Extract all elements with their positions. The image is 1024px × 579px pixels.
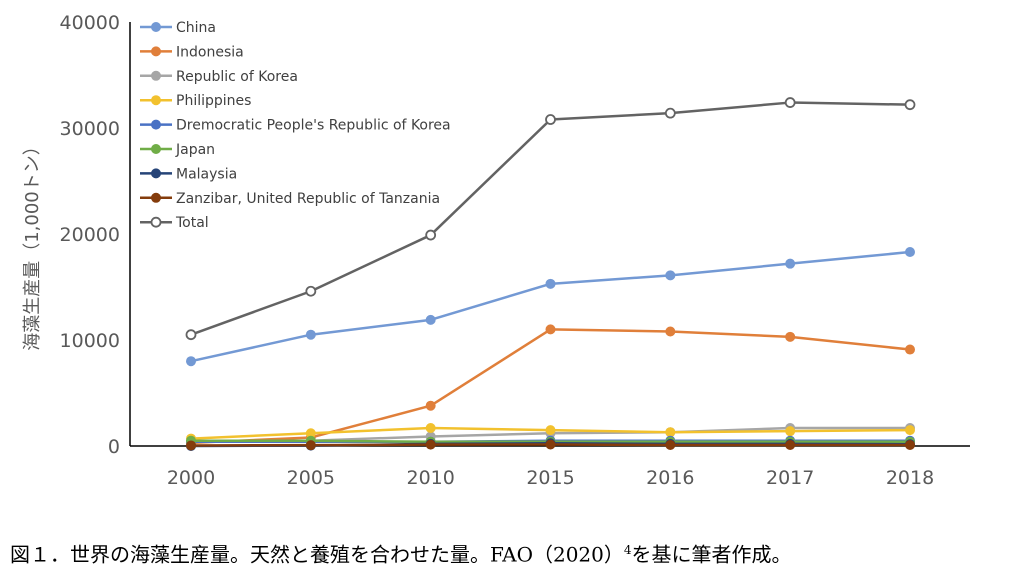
data-point: [905, 439, 915, 450]
data-point: [905, 247, 915, 258]
x-tick-label: 2000: [167, 467, 215, 489]
legend-label: Japan: [175, 142, 215, 158]
legend-swatch-marker: [151, 119, 161, 130]
legend-entry: Philippines: [140, 93, 251, 109]
legend-swatch-marker: [150, 216, 162, 228]
legend-label: Philippines: [176, 93, 251, 109]
legend-entry: Japan: [140, 142, 215, 158]
data-point: [665, 427, 676, 438]
data-point: [905, 425, 915, 436]
y-axis-label: 海藻生産量（1,000トン）: [22, 137, 43, 351]
legend-entry: Dremocratic People's Republic of Korea: [140, 118, 451, 134]
y-tick-labels: 0 10000 20000 30000 40000: [60, 12, 120, 458]
data-point: [425, 314, 436, 325]
data-point: [785, 426, 796, 437]
legend-entry: Total: [140, 215, 209, 231]
legend-swatch-marker: [151, 95, 161, 106]
data-point: [545, 439, 556, 450]
x-tick-label: 2017: [766, 467, 814, 489]
data-point: [425, 439, 436, 450]
y-tick-label: 0: [108, 436, 120, 458]
data-point: [305, 329, 316, 340]
legend-swatch-marker: [151, 46, 161, 57]
data-point: [904, 99, 916, 111]
x-tick-label: 2005: [287, 467, 335, 489]
legend-swatch-marker: [151, 168, 161, 179]
x-tick-label: 2010: [406, 467, 454, 489]
legend-entry: Zanzibar, United Republic of Tanzania: [140, 191, 440, 207]
data-point: [664, 107, 676, 119]
legend-label: China: [176, 20, 216, 36]
data-point: [425, 400, 436, 411]
legend-label: Zanzibar, United Republic of Tanzania: [176, 191, 440, 207]
data-point: [425, 422, 436, 433]
data-point: [665, 439, 676, 450]
series-line: [190, 250, 911, 363]
data-point: [545, 278, 556, 289]
caption-text: 図１．世界の海藻生産量。天然と養殖を合わせた量。FAO（2020）: [10, 542, 624, 567]
data-point: [785, 258, 796, 269]
data-point: [905, 344, 915, 355]
x-tick-label: 2015: [526, 467, 574, 489]
legend-label: Malaysia: [176, 166, 237, 182]
legend: China Indonesia Republic of Korea Philippin…: [140, 20, 451, 231]
figure-caption: 図１．世界の海藻生産量。天然と養殖を合わせた量。FAO（2020）4を基に筆者作…: [10, 535, 1020, 570]
data-point: [665, 270, 676, 281]
y-tick-label: 30000: [60, 118, 120, 140]
data-point: [545, 425, 556, 436]
data-point: [665, 326, 676, 337]
series-line: [190, 101, 911, 336]
y-tick-label: 40000: [60, 12, 120, 34]
series: [186, 439, 915, 451]
series-lines: [185, 97, 916, 451]
data-point: [545, 324, 556, 335]
x-tick-label: 2016: [646, 467, 694, 489]
y-tick-label: 10000: [60, 330, 120, 352]
data-point: [185, 329, 197, 341]
data-point: [425, 229, 437, 241]
legend-entry: China: [140, 20, 216, 36]
legend-label: Republic of Korea: [176, 69, 298, 85]
caption-reference-number: 4: [623, 543, 632, 557]
data-point: [784, 97, 796, 108]
data-point: [305, 440, 316, 451]
data-point: [186, 440, 196, 451]
x-tick-labels: 2000 2005 2010 2015 2016 2017 2018: [167, 467, 934, 489]
caption-tail: を基に筆者作成。: [631, 542, 792, 567]
series: [186, 247, 915, 367]
legend-label: Indonesia: [176, 44, 244, 60]
legend-entry: Republic of Korea: [140, 69, 298, 85]
data-point: [545, 114, 556, 125]
chart-axes: [129, 22, 970, 447]
x-tick-label: 2018: [886, 467, 934, 489]
series: [185, 97, 916, 341]
legend-label: Dremocratic People's Republic of Korea: [176, 118, 451, 134]
legend-label: Total: [175, 215, 209, 231]
legend-swatch-marker: [151, 22, 161, 32]
data-point: [785, 439, 796, 450]
legend-swatch-marker: [151, 144, 161, 154]
data-point: [305, 285, 317, 297]
data-point: [785, 331, 796, 342]
legend-swatch-marker: [151, 192, 161, 203]
data-point: [186, 356, 196, 367]
legend-swatch-marker: [151, 70, 161, 81]
legend-entry: Indonesia: [140, 44, 244, 60]
legend-entry: Malaysia: [140, 166, 237, 182]
y-tick-label: 20000: [60, 224, 120, 246]
